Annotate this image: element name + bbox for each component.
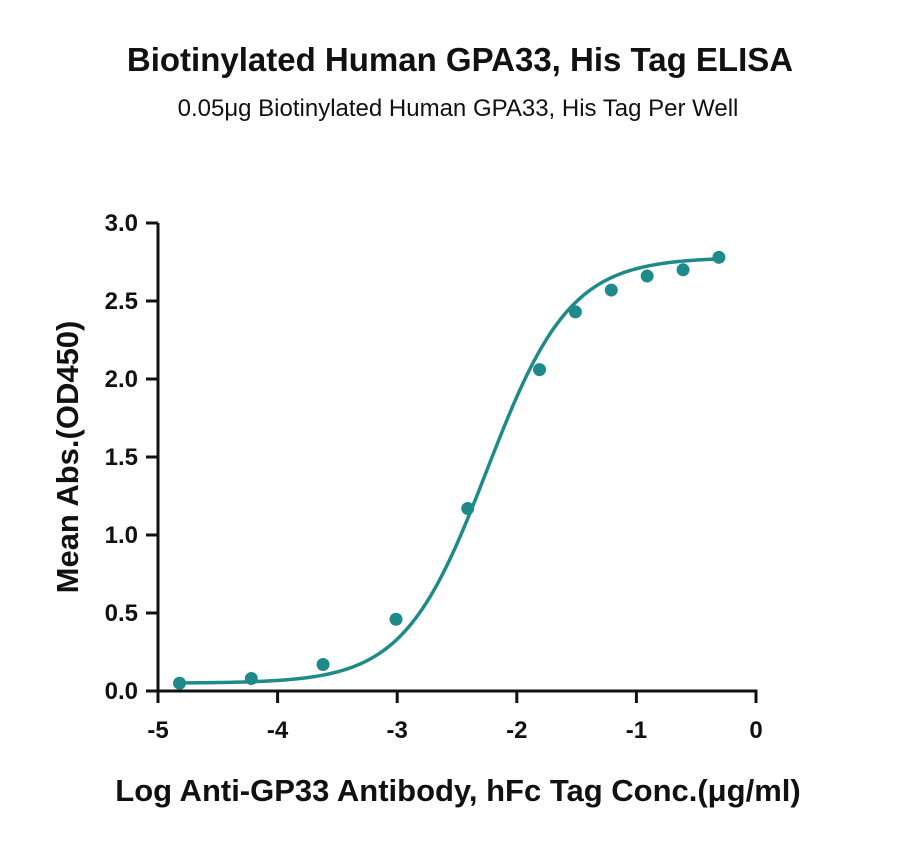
x-axis-label: Log Anti-GP33 Antibody, hFc Tag Conc.(μg… xyxy=(115,773,800,808)
y-tick-label: 0.5 xyxy=(105,600,138,627)
chart-title: Biotinylated Human GPA33, His Tag ELISA xyxy=(127,41,793,78)
y-tick-label: 0.0 xyxy=(105,678,138,705)
data-point xyxy=(316,657,330,671)
y-axis-label: Mean Abs.(OD450) xyxy=(50,321,85,594)
chart-subtitle: 0.05μg Biotinylated Human GPA33, His Tag… xyxy=(178,95,739,122)
y-tick-label: 1.0 xyxy=(105,522,138,549)
x-tick-label: -5 xyxy=(147,717,168,744)
x-tick-label: -3 xyxy=(387,717,408,744)
y-tick-label: 3.0 xyxy=(105,210,138,237)
data-point xyxy=(676,263,690,277)
data-point xyxy=(173,676,187,690)
y-tick-label: 1.5 xyxy=(105,444,138,471)
fit-curve xyxy=(177,257,721,685)
data-point xyxy=(389,612,403,626)
x-tick-label: 0 xyxy=(749,717,762,744)
y-tick-label: 2.5 xyxy=(105,288,138,315)
data-point xyxy=(604,283,618,297)
x-tick-label: -2 xyxy=(506,717,527,744)
data-point xyxy=(712,250,726,264)
data-point xyxy=(461,501,475,515)
data-point xyxy=(568,305,582,319)
data-point xyxy=(640,269,654,283)
data-point xyxy=(533,363,547,377)
plot-area: 0.0 0.5 1.0 1.5 2.0 2.5 3.0 -5 -4 -3 -2 -1 0 xyxy=(105,210,763,744)
x-tick-label: -1 xyxy=(626,717,647,744)
y-tick-label: 2.0 xyxy=(105,366,138,393)
data-point xyxy=(244,672,258,686)
x-tick-label: -4 xyxy=(267,717,289,744)
